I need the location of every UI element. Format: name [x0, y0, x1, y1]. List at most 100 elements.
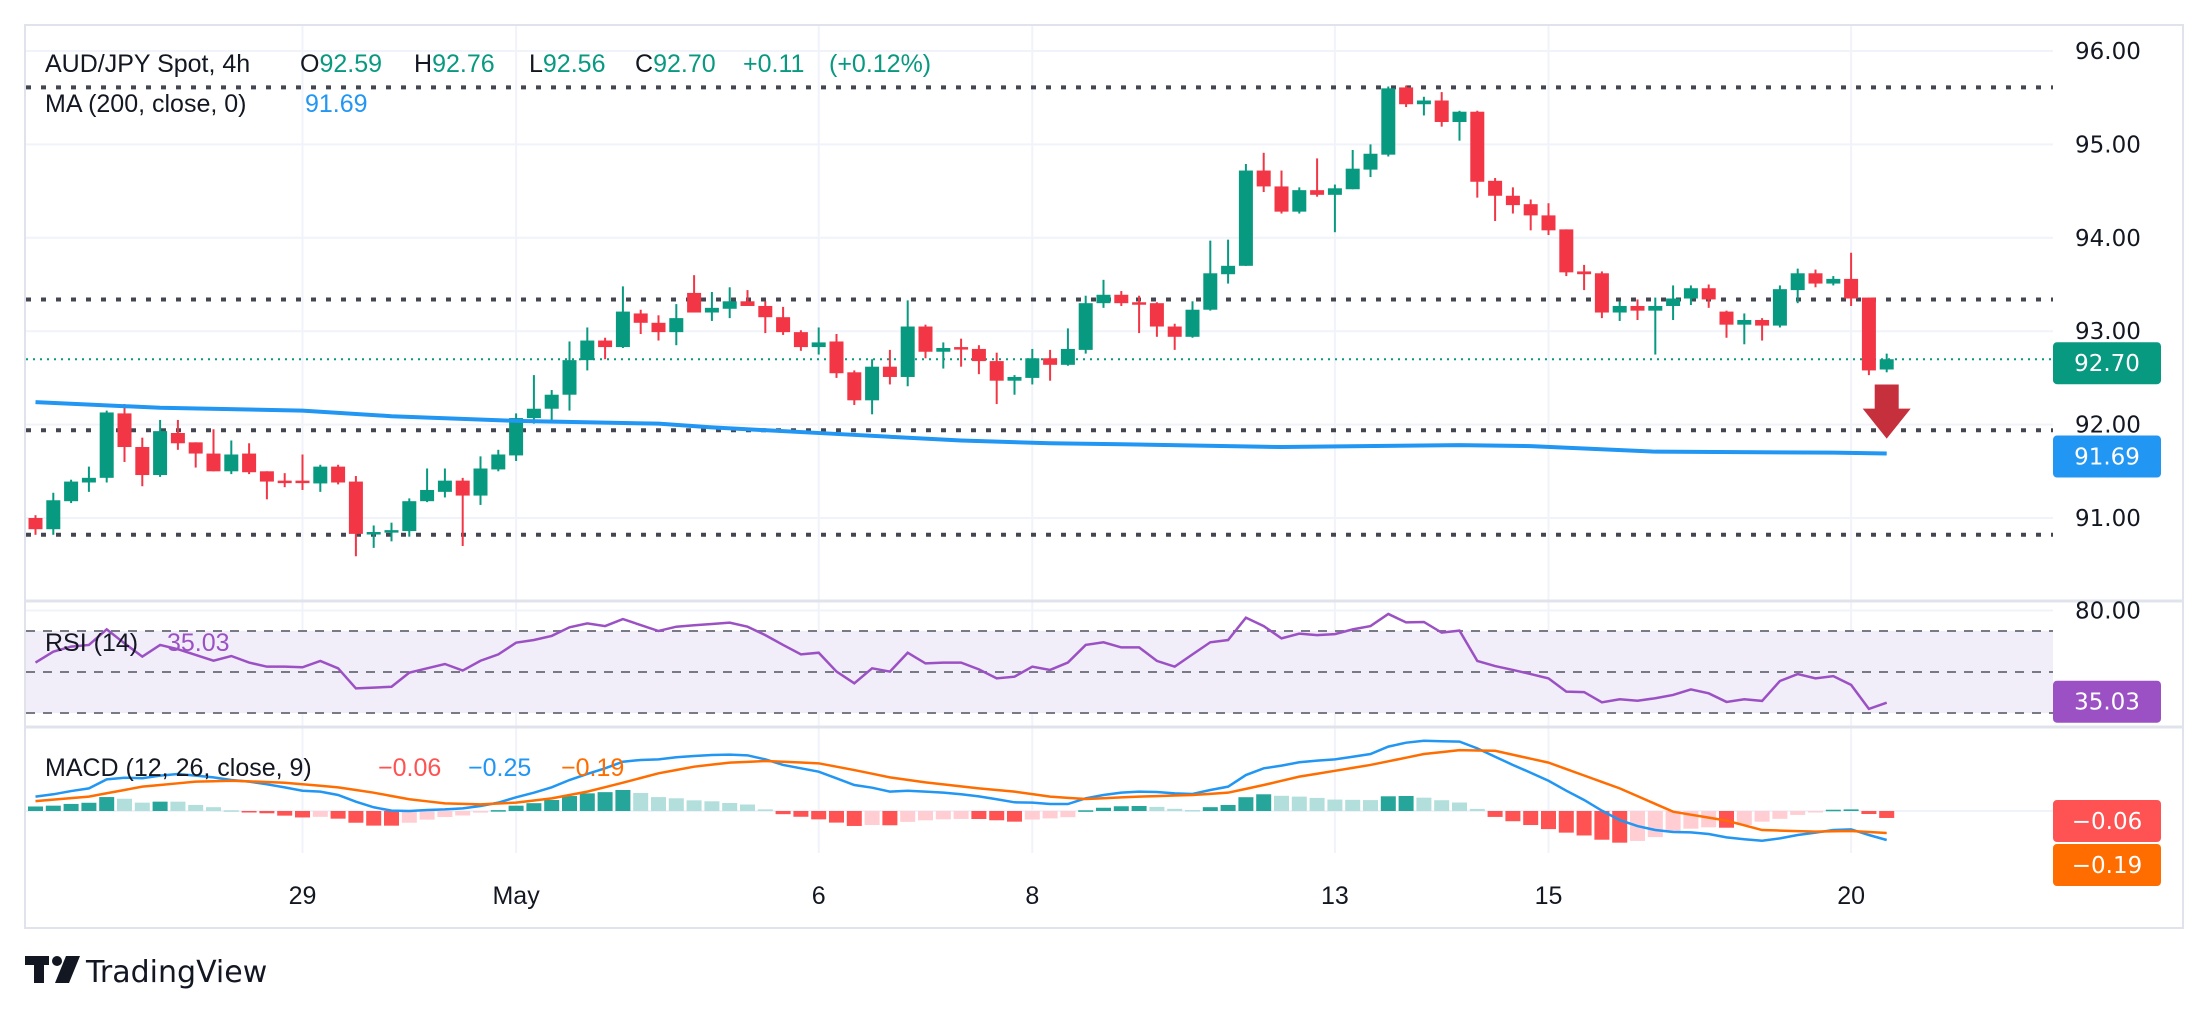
candle-down: [1505, 187, 1520, 214]
rsi-tick-label: 80.00: [2075, 599, 2141, 625]
price-tick-label: 95.00: [2075, 132, 2141, 158]
candle-down: [348, 475, 363, 557]
candle-body: [1327, 188, 1342, 195]
candle-up: [1648, 297, 1663, 355]
candle-down: [1114, 291, 1129, 306]
candle-body: [971, 348, 986, 362]
macd-histogram-bar: [401, 811, 417, 823]
candle-body: [1737, 319, 1752, 325]
macd-histogram-bar: [829, 811, 844, 823]
candle-body: [1559, 229, 1574, 273]
candle-body: [1488, 180, 1503, 196]
high-value: 92.76: [432, 50, 495, 78]
candle-down: [989, 352, 1004, 405]
macd-histogram-bar: [579, 793, 595, 811]
last-price-badge-bg: [2053, 342, 2161, 385]
candle-body: [651, 322, 666, 333]
macd-histogram-bar: [562, 796, 577, 811]
candle-down: [954, 338, 969, 367]
candle-body: [1612, 305, 1627, 313]
candle-down: [882, 349, 897, 385]
candle-up: [64, 479, 79, 504]
candle-up: [384, 522, 399, 542]
candle-up: [1327, 184, 1342, 233]
candle-up: [437, 468, 452, 498]
ma-badge-bg: [2053, 435, 2161, 478]
candle-down: [277, 473, 292, 488]
candle-up: [1452, 110, 1467, 141]
time-tick-label: 20: [1837, 882, 1865, 910]
candle-body: [865, 366, 880, 401]
macd-histogram-bar: [882, 811, 898, 826]
macd-histogram-bar: [366, 811, 382, 826]
candle-body: [1452, 111, 1467, 122]
macd-histogram-bar: [437, 811, 453, 818]
macd-histogram-bar: [473, 811, 488, 813]
candle-down: [28, 515, 43, 535]
candle-body: [722, 301, 737, 309]
macd-histogram-bar: [757, 809, 773, 811]
candle-down: [170, 419, 185, 450]
macd-histogram-bar: [1042, 811, 1058, 819]
macd-histogram-bar: [1220, 804, 1236, 811]
candle-body: [776, 317, 791, 333]
macd-histogram-bar: [1469, 808, 1485, 811]
candle-body: [989, 361, 1004, 381]
down-arrow-icon: [1862, 384, 1911, 439]
candle-down: [135, 437, 150, 487]
change-value: +0.11: [743, 50, 804, 78]
rsi-badge-bg: [2053, 680, 2161, 723]
price-axis[interactable]: 96.00 95.00 94.00 93.00 92.00 91.00 80.00 −0.06…: [2053, 39, 2161, 886]
candle-down: [1256, 152, 1271, 193]
candle-body: [455, 480, 470, 496]
macd-histogram-bar: [1167, 808, 1183, 811]
tradingview-logo-icon: [25, 956, 80, 983]
macd-histogram-bar: [1327, 799, 1343, 811]
macd-histogram-bar: [1665, 811, 1681, 832]
candle-body: [544, 394, 559, 409]
low-value: 92.56: [543, 50, 606, 78]
candle-body: [1683, 288, 1698, 299]
price-tick-label: 96.00: [2075, 39, 2141, 65]
candle-body: [1060, 348, 1075, 365]
signal-line: [35, 748, 1887, 835]
macd-histogram-bar: [63, 803, 79, 811]
candle-body: [313, 466, 328, 484]
candle-down: [188, 442, 203, 468]
close-value: 92.70: [653, 50, 716, 78]
candle-body: [1149, 303, 1164, 327]
last-price-badge: 92.70: [2053, 342, 2161, 385]
candle-down: [1577, 264, 1592, 291]
legend-ohlc: AUD/JPY Spot, 4h O92.59 H92.76 L92.56 C9…: [45, 50, 931, 78]
macd-histogram-bar: [1078, 810, 1094, 812]
macd-histogram-bar: [81, 802, 97, 811]
macd-histogram-bar: [900, 811, 916, 822]
candle-down: [598, 337, 613, 360]
macd-hist-badge-bg: [2053, 800, 2161, 842]
macd-histogram-bar: [1861, 811, 1877, 815]
macd-histogram-bar: [1024, 811, 1040, 820]
macd-histogram-bar: [1416, 797, 1432, 811]
macd-histogram-bar: [295, 811, 310, 818]
candle-up: [865, 359, 880, 415]
macd-histogram-bar: [1113, 806, 1129, 811]
macd-histogram-bar: [277, 811, 293, 816]
candle-body: [420, 489, 435, 502]
candle-up: [544, 390, 559, 422]
candle-up: [669, 304, 684, 346]
candle-up: [1025, 348, 1040, 385]
high-label: H: [414, 50, 432, 78]
candle-down: [1132, 295, 1147, 334]
symbol-title: AUD/JPY Spot, 4h: [45, 50, 250, 78]
macd-histogram-bar: [1736, 811, 1752, 825]
time-tick-label: 29: [289, 882, 317, 910]
time-axis[interactable]: 29 May 6 8 13 15 20: [289, 882, 1865, 910]
candle-down: [971, 345, 986, 375]
candle-down: [117, 404, 132, 462]
macd-histogram-bar: [597, 792, 613, 811]
low-label: L: [529, 50, 543, 78]
ma-badge-text: 91.69: [2074, 445, 2140, 471]
tradingview-logo[interactable]: TradingView: [25, 955, 267, 990]
candle-body: [277, 480, 292, 484]
